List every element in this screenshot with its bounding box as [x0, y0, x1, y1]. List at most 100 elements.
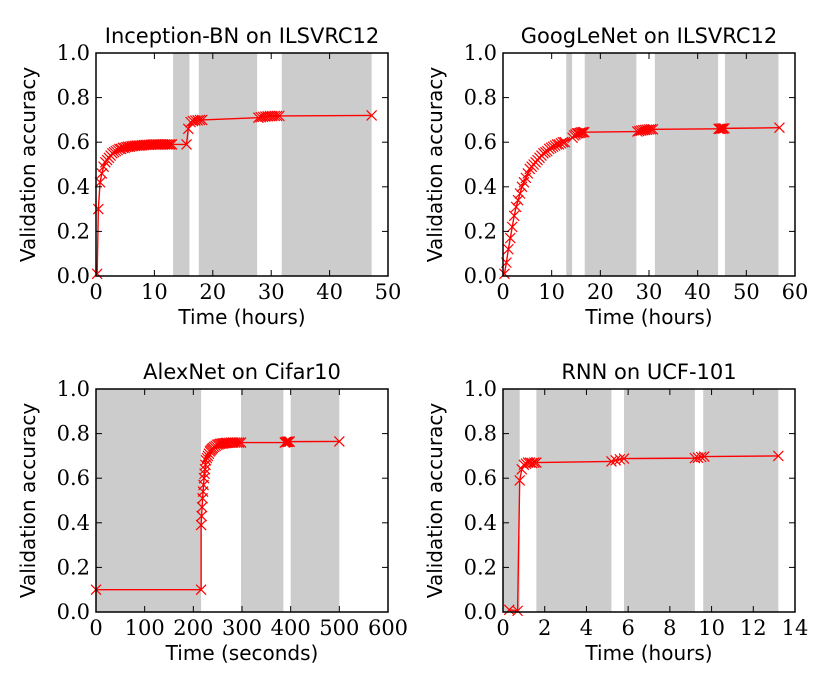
data-point	[284, 436, 296, 448]
panel-rnn: 0 2 4 6 8 10 12 14 0.0 0.2 0.4 0.6 0.8 1.0 RNN on UCF-…	[423, 360, 808, 665]
y-tick-label: 1.0	[464, 377, 497, 401]
data-point	[182, 123, 194, 135]
x-tick-label: 8	[663, 616, 676, 640]
data-point	[772, 450, 784, 462]
data-point	[719, 122, 730, 134]
data-point	[91, 268, 103, 280]
data-point	[196, 114, 208, 126]
shaded-region	[584, 53, 637, 276]
data-point	[575, 126, 587, 138]
x-tick-label: 20	[199, 280, 226, 304]
data-point	[504, 232, 516, 244]
panel-alexnet: 0 100 200 300 400 500 600 0.0 0.2 0.4 0.6 0.8 1.0 Ale…	[16, 360, 408, 665]
data-point	[194, 114, 206, 126]
y-tick-label: 0.4	[464, 511, 497, 535]
data-point	[499, 268, 510, 280]
y-tick-label: 0.8	[464, 422, 497, 446]
shaded-region	[536, 389, 612, 612]
y-tick-label: 1.0	[57, 377, 90, 401]
x-tick-label: 4	[580, 616, 593, 640]
axes-frame	[95, 52, 389, 277]
y-tick-label: 1.0	[464, 41, 497, 65]
data-point	[606, 456, 617, 467]
y-tick-label: 0.2	[57, 219, 90, 243]
data-point	[96, 167, 108, 179]
x-tick-label: 50	[375, 280, 402, 304]
y-tick-label: 0.2	[464, 219, 497, 243]
shaded-region	[198, 53, 258, 276]
data-point	[526, 457, 538, 469]
x-tick-label: 40	[684, 280, 711, 304]
chart-title: AlexNet on Cifar10	[143, 360, 341, 384]
y-tick-label: 0.6	[464, 466, 497, 490]
x-tick-label: 30	[258, 280, 285, 304]
shaded-region	[654, 53, 719, 276]
data-point	[512, 605, 524, 617]
data-point	[283, 436, 295, 448]
data-point	[271, 110, 283, 122]
data-point	[366, 110, 378, 121]
data-point	[273, 110, 285, 122]
data-point	[235, 437, 247, 448]
data-point	[514, 188, 526, 199]
data-point	[614, 453, 626, 465]
shaded-region	[241, 389, 284, 612]
x-tick-label: 30	[636, 280, 663, 304]
shaded-region	[173, 53, 190, 276]
data-point	[233, 437, 245, 448]
x-tick-label: 20	[587, 280, 614, 304]
y-tick-label: 0.8	[57, 422, 90, 446]
data-point	[551, 139, 563, 150]
y-tick-label: 0.8	[464, 86, 497, 110]
data-point	[192, 114, 204, 126]
y-tick-label: 1.0	[57, 41, 90, 65]
shaded-region	[703, 389, 779, 612]
data-point	[716, 123, 727, 135]
y-axis-label: Validation accuracy	[423, 67, 447, 263]
x-tick-label: 100	[125, 616, 165, 640]
data-point	[698, 451, 710, 462]
y-tick-label: 0.4	[57, 175, 90, 199]
data-point	[333, 435, 345, 447]
x-tick-label: 600	[368, 616, 408, 640]
y-tick-label: 0.8	[57, 86, 90, 110]
data-point	[645, 123, 657, 135]
x-tick-label: 60	[782, 280, 809, 304]
chart-title: GoogLeNet on ILSVRC12	[521, 24, 777, 48]
chart-title: Inception-BN on ILSVRC12	[105, 24, 380, 48]
x-tick-label: 0	[89, 616, 102, 640]
x-axis-label: Time (seconds)	[165, 641, 319, 665]
data-point	[610, 454, 622, 466]
data-point	[195, 584, 207, 596]
data-point	[574, 127, 586, 139]
shaded-region	[566, 53, 573, 276]
data-point	[200, 459, 211, 471]
chart-title: RNN on UCF-101	[561, 360, 736, 384]
data-point	[647, 123, 659, 135]
data-point	[181, 139, 192, 150]
y-tick-label: 0.6	[464, 130, 497, 154]
data-point	[92, 203, 104, 215]
data-point	[281, 436, 293, 448]
data-point	[199, 463, 211, 475]
x-tick-label: 0	[89, 280, 102, 304]
y-tick-label: 0.0	[57, 264, 90, 288]
shaded-region	[96, 389, 202, 612]
data-point	[166, 139, 178, 150]
data-point	[512, 194, 524, 206]
y-tick-label: 0.0	[57, 600, 90, 624]
data-point	[714, 123, 726, 135]
y-tick-label: 0.2	[57, 555, 90, 579]
data-point	[162, 139, 174, 150]
data-point	[164, 139, 176, 150]
data-point	[578, 126, 590, 138]
data-point	[195, 519, 207, 531]
x-tick-label: 10	[538, 280, 565, 304]
y-axis-label: Validation accuracy	[423, 403, 447, 599]
data-point	[231, 437, 243, 448]
x-axis-label: Time (hours)	[584, 641, 712, 665]
data-point	[510, 201, 522, 213]
data-point	[502, 243, 514, 255]
shaded-region	[724, 53, 779, 276]
